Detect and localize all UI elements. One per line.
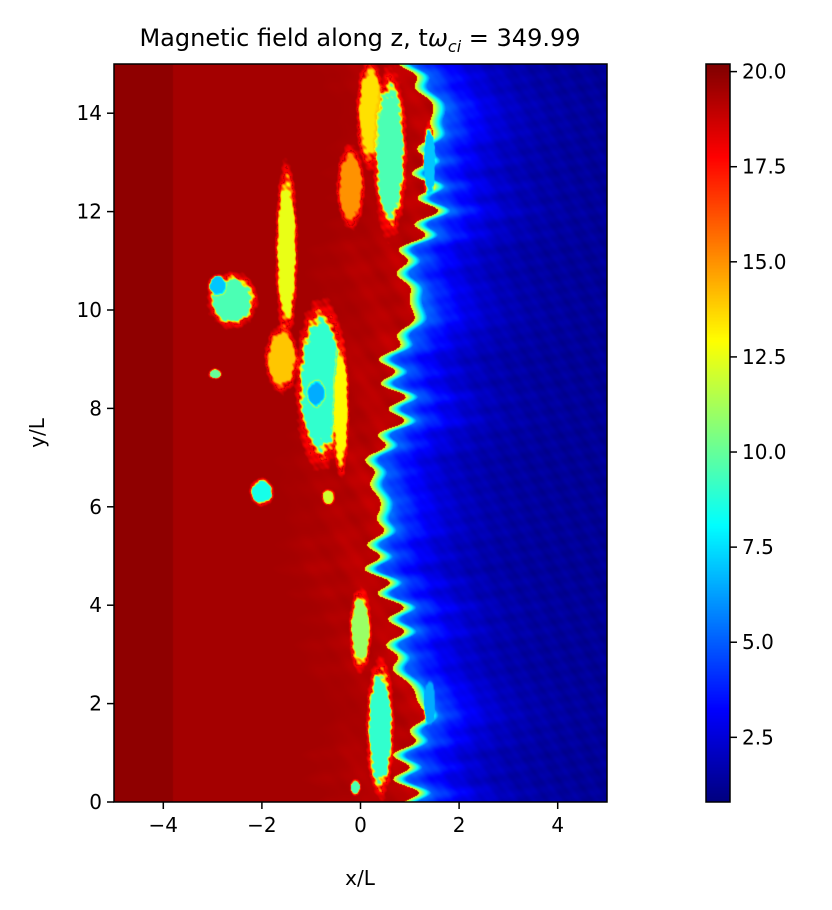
colorbar-tick-label: 12.5	[742, 345, 787, 369]
colorbar-tick-label: 20.0	[742, 60, 787, 84]
title-suffix: = 349.99	[461, 24, 580, 52]
colorbar-ticks: 2.5 5.0 7.5 10.0 12.5 15.0 17.5 20.0	[730, 60, 787, 749]
y-tick-label: 14	[77, 101, 102, 125]
y-tick-label: 2	[89, 692, 102, 716]
colorbar-tick-label: 5.0	[742, 630, 774, 654]
chart-title: Magnetic field along z, tωci = 349.99	[139, 24, 580, 56]
x-axis-label: x/L	[345, 866, 376, 890]
heatmap-plot	[113, 63, 608, 803]
colorbar-tick-label: 7.5	[742, 535, 774, 559]
y-tick-label: 10	[77, 298, 102, 322]
y-tick-label: 12	[77, 200, 102, 224]
y-axis: 0 2 4 6 8 10 12 14	[77, 101, 114, 814]
title-prefix: Magnetic field along z, t	[139, 24, 427, 52]
y-tick-label: 6	[89, 495, 102, 519]
y-tick-label: 0	[89, 790, 102, 814]
heatmap-canvas	[114, 64, 607, 802]
x-axis: −4 −2 0 2 4	[149, 802, 564, 837]
x-tick-label: 0	[354, 813, 367, 837]
x-tick-label: 4	[551, 813, 564, 837]
heatmap-canvas-holder	[114, 64, 607, 802]
x-tick-label: −2	[247, 813, 276, 837]
colorbar-tick-label: 10.0	[742, 440, 787, 464]
colorbar-tick-label: 15.0	[742, 250, 787, 274]
colorbar-frame	[705, 63, 731, 803]
colorbar-canvas-holder	[706, 64, 730, 802]
y-tick-label: 4	[89, 593, 102, 617]
y-axis-label: y/L	[25, 417, 49, 448]
y-tick-label: 8	[89, 396, 102, 420]
colorbar-tick-label: 2.5	[742, 725, 774, 749]
colorbar-canvas	[706, 64, 730, 802]
colorbar: 2.5 5.0 7.5 10.0 12.5 15.0 17.5 20.0	[705, 60, 787, 803]
title-subscript: ci	[448, 37, 462, 56]
x-tick-label: 2	[453, 813, 466, 837]
colorbar-tick-label: 17.5	[742, 155, 787, 179]
x-tick-label: −4	[149, 813, 178, 837]
title-omega: ω	[428, 24, 448, 52]
